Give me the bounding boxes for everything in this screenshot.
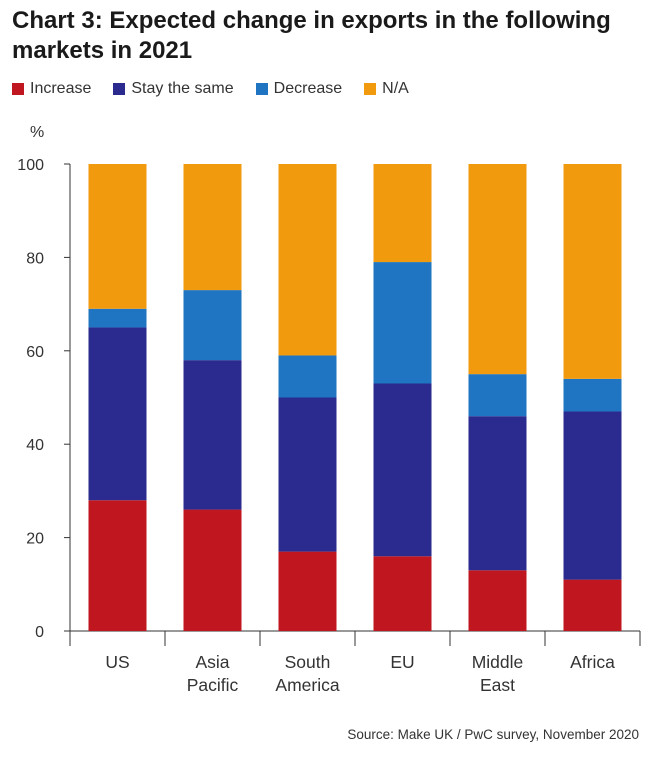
x-tick-label-us-0: US [105,652,129,672]
legend-swatch-increase [12,83,24,95]
x-tick-label-eu-0: EU [390,652,414,672]
bar-asia-pacific-n-a [183,164,242,291]
bar-africa-increase [563,579,622,631]
bar-south-america-decrease [278,355,337,398]
bar-asia-pacific-increase [183,509,242,631]
legend-item-decrease: Decrease [255,80,343,98]
bar-south-america-n-a [278,164,337,356]
bar-eu-stay-the-same [373,383,432,557]
legend-swatch-na [364,83,377,95]
legend-label-increase: Increase [30,80,92,97]
bar-us-increase [88,500,147,631]
bar-eu-decrease [373,262,432,384]
bar-middle-east-increase [468,570,527,631]
stacked-bar-chart: 0 20 40 60 80 100 US Asia Pacific South America EU M… [17,157,641,695]
bar-asia-pacific-decrease [183,290,242,361]
legend-item-na: N/A [364,80,409,98]
x-tick-label-middle-east-1: East [480,675,515,695]
bar-us-decrease [88,308,147,328]
bar-south-america-increase [278,551,337,631]
x-tick-label-asia-pacific-1: Pacific [187,675,239,695]
y-tick-label-40: 40 [26,437,44,454]
legend-item-increase: Increase [12,80,91,98]
legend-label-decrease: Decrease [273,80,343,97]
source-note: Source: Make UK / PwC survey, November 2… [347,727,639,742]
bar-middle-east-decrease [468,374,527,417]
bar-africa-stay-the-same [563,411,622,580]
bar-middle-east-stay-the-same [468,416,527,571]
x-tick-label-south-america-1: America [275,675,339,695]
y-tick-label-100: 100 [17,157,44,174]
x-tick-label-south-america-0: South [285,652,331,672]
bar-south-america-stay-the-same [278,397,337,552]
y-axis-unit-label: % [30,124,45,141]
bar-us-stay-the-same [88,327,147,501]
y-tick-label-80: 80 [26,250,44,267]
x-tick-label-asia-pacific-0: Asia [195,652,229,672]
legend-swatch-decrease [255,83,268,95]
y-tick-label-60: 60 [26,344,44,361]
x-tick-label-africa-0: Africa [570,652,615,672]
bar-asia-pacific-stay-the-same [183,360,242,510]
y-tick-label-20: 20 [26,531,44,548]
legend-label-stay-the-same: Stay the same [131,80,234,97]
bar-eu-increase [373,556,432,631]
legend-swatch-stay-the-same [113,83,126,95]
legend-item-stay-the-same: Stay the same [113,80,234,98]
bar-us-n-a [88,164,147,309]
legend-label-na: N/A [382,80,409,97]
x-tick-label-middle-east-0: Middle [472,652,524,672]
y-tick-label-0: 0 [35,624,44,641]
chart-title: Chart 3: Expected change in exports in t… [12,7,611,64]
bar-eu-n-a [373,164,432,263]
chart-legend: Increase Stay the same Decrease N/A [12,79,431,99]
bar-africa-n-a [563,164,622,379]
bar-middle-east-n-a [468,164,527,375]
bar-africa-decrease [563,378,622,412]
